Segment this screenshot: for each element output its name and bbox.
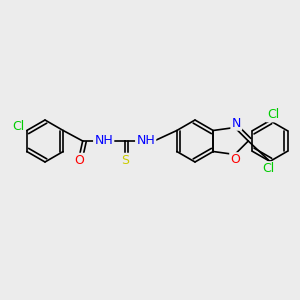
- Text: Cl: Cl: [262, 162, 274, 176]
- Text: N: N: [232, 116, 241, 130]
- Text: NH: NH: [136, 134, 155, 148]
- Text: Cl: Cl: [12, 119, 25, 133]
- Text: O: O: [230, 153, 240, 167]
- Text: S: S: [121, 154, 129, 167]
- Text: Cl: Cl: [267, 108, 279, 121]
- Text: NH: NH: [94, 134, 113, 148]
- Text: O: O: [75, 154, 85, 167]
